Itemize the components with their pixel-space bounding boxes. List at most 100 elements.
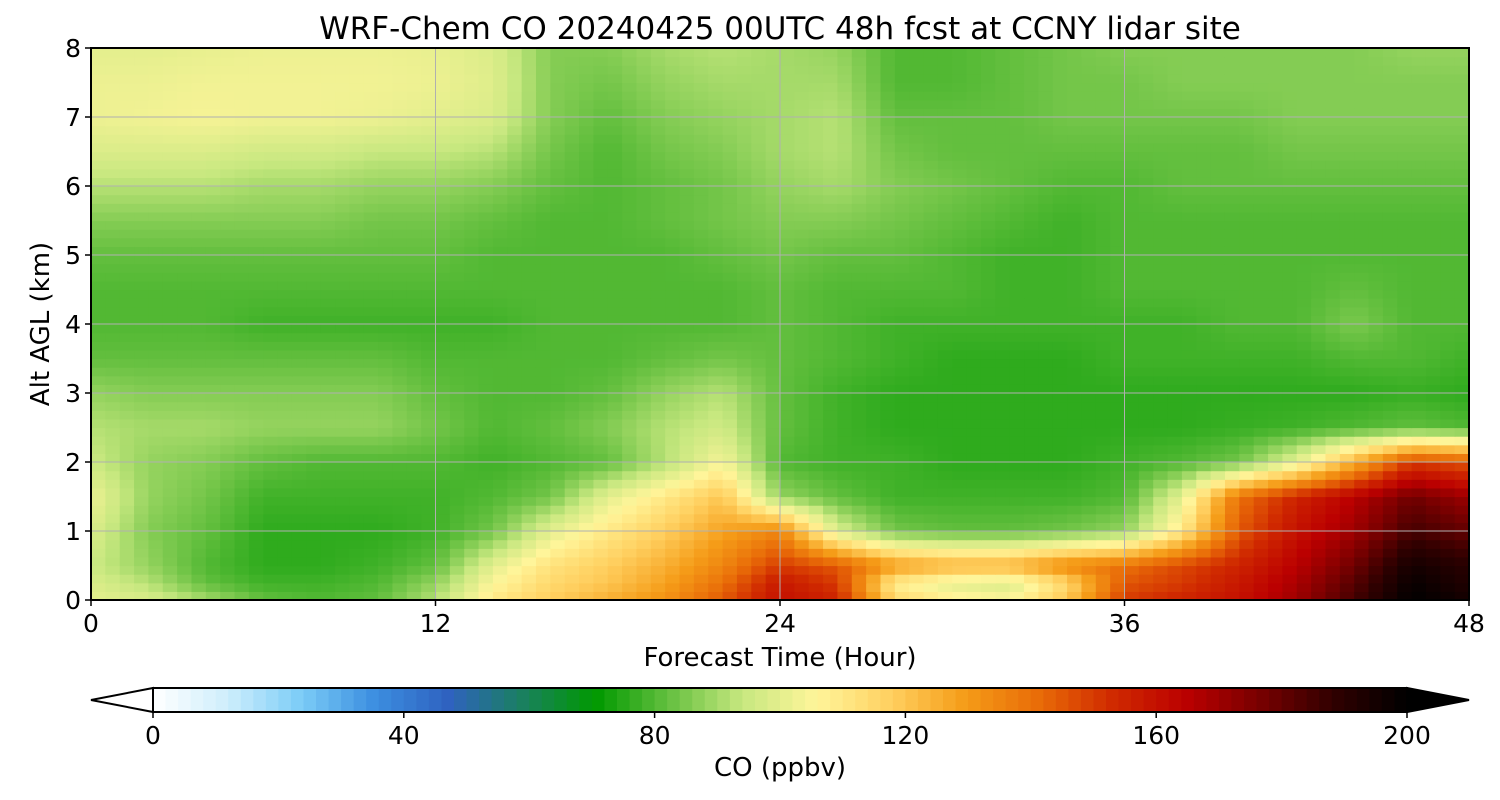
heatmap-cell [736,505,752,515]
heatmap-cell [1081,246,1097,256]
heatmap-cell [622,418,638,429]
heatmap-cell [507,349,523,360]
heatmap-cell [320,505,336,515]
heatmap-cell [794,255,810,265]
heatmap-cell [980,272,996,282]
heatmap-cell [464,203,480,213]
heatmap-cell [320,522,336,532]
heatmap-cell [335,496,350,506]
heatmap-cell [421,444,437,454]
heatmap-cell [1095,272,1111,282]
heatmap-cell [521,194,537,204]
heatmap-cell [1311,393,1327,403]
heatmap-cell [263,505,279,515]
heatmap-cell [722,358,738,368]
heatmap-cell [177,531,193,541]
heatmap-cell [1210,203,1226,213]
heatmap-cell [780,410,795,420]
heatmap-cell [693,393,709,403]
heatmap-cell [234,453,250,463]
heatmap-cell [1325,220,1341,230]
heatmap-cell [535,401,551,411]
heatmap-cell [1009,418,1025,429]
heatmap-cell [794,186,810,196]
heatmap-cell [1425,565,1441,575]
heatmap-cell [564,358,580,368]
heatmap-cell [1368,306,1384,316]
heatmap-cell [1311,272,1327,282]
heatmap-cell [1167,522,1183,532]
heatmap-cell [1124,237,1140,247]
heatmap-cell [392,539,408,549]
heatmap-cell [693,582,709,592]
heatmap-cell [722,401,738,411]
heatmap-cell [435,229,451,239]
heatmap-cell [1339,203,1355,213]
heatmap-cell [851,548,867,558]
heatmap-cell [966,203,982,213]
heatmap-cell [507,177,523,187]
heatmap-cell [1210,272,1226,282]
heatmap-cell [1210,565,1226,575]
heatmap-cell [765,306,781,316]
heatmap-cell [105,289,121,299]
heatmap-cell [622,358,638,368]
heatmap-cell [1153,341,1169,351]
heatmap-cell [722,384,738,394]
heatmap-cell [579,539,594,549]
heatmap-cell [162,367,178,377]
heatmap-cell [1411,367,1427,377]
heatmap-cell [205,531,221,541]
heatmap-cell [636,565,652,575]
heatmap-cell [191,229,207,239]
heatmap-cell [1325,462,1341,472]
heatmap-cell [406,453,422,463]
heatmap-cell [492,539,508,549]
heatmap-cell [1354,591,1370,601]
heatmap-cell [320,384,336,394]
heatmap-cell [1354,358,1370,368]
heatmap-cell [1067,255,1083,265]
heatmap-cell [263,410,279,420]
heatmap-cell [1354,470,1370,480]
heatmap-cell [980,186,996,196]
heatmap-cell [823,591,839,601]
heatmap-cell [593,255,609,265]
heatmap-cell [1397,160,1413,170]
heatmap-cell [1081,367,1097,377]
heatmap-cell [220,211,236,222]
heatmap-cell [234,401,250,411]
heatmap-cell [535,427,551,437]
heatmap-cell [177,280,193,291]
heatmap-cell [1095,384,1111,394]
heatmap-cell [808,522,824,532]
heatmap-cell [1440,513,1456,523]
heatmap-cell [1325,565,1341,575]
heatmap-cell [823,177,839,187]
heatmap-cell [1167,160,1183,170]
heatmap-cell [1095,315,1111,325]
heatmap-cell [1095,401,1111,411]
heatmap-cell [1138,375,1154,385]
heatmap-cell [1382,470,1398,480]
heatmap-cell [91,401,106,411]
heatmap-cell [1354,531,1370,541]
heatmap-cell [435,401,451,411]
heatmap-cell [693,401,709,411]
heatmap-cell [679,324,695,334]
heatmap-cell [693,479,709,489]
heatmap-cell [1095,229,1111,239]
heatmap-cell [679,203,695,213]
heatmap-cell [1181,341,1197,351]
heatmap-cell [679,306,695,316]
heatmap-cell [148,289,164,299]
heatmap-cell [650,203,666,213]
heatmap-cell [1224,582,1240,592]
heatmap-cell [1095,298,1111,308]
heatmap-cell [636,280,652,291]
heatmap-cell [952,358,968,368]
heatmap-cell [1268,444,1283,454]
heatmap-cell [665,194,681,204]
heatmap-cell [1153,496,1169,506]
heatmap-cell [650,306,666,316]
